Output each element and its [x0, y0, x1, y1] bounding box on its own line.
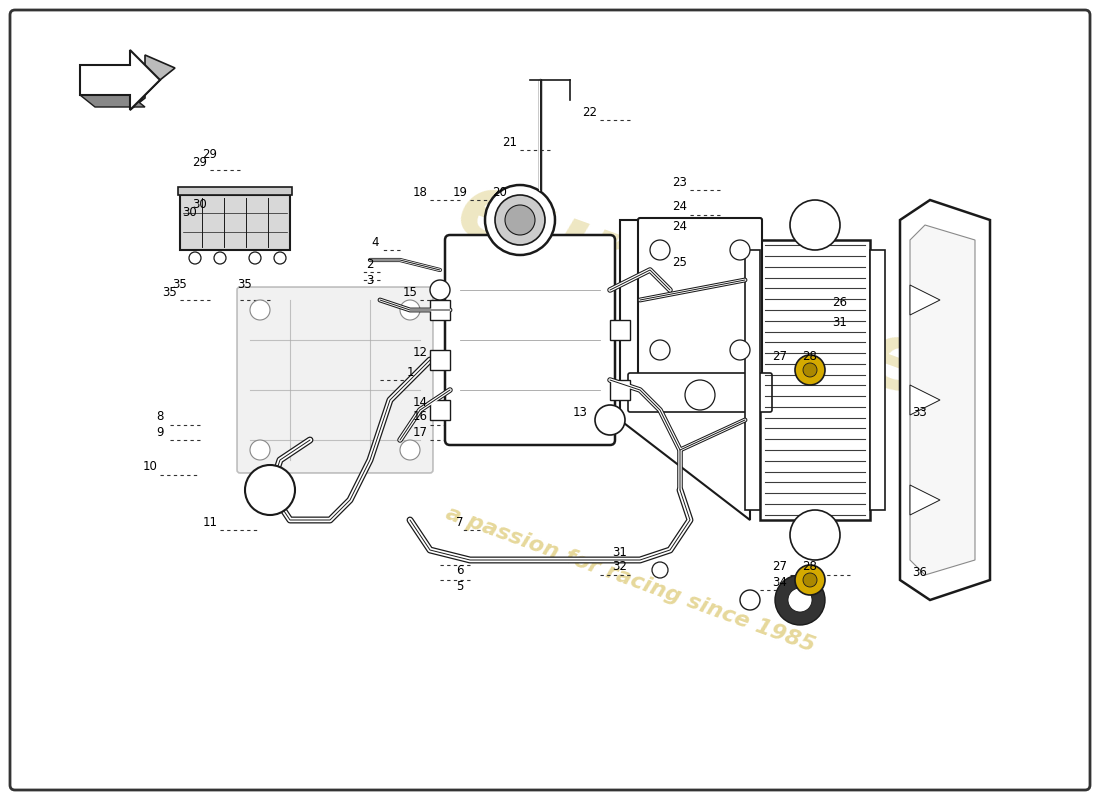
- Text: 3: 3: [366, 274, 374, 286]
- Circle shape: [430, 280, 450, 300]
- FancyBboxPatch shape: [638, 218, 762, 382]
- Text: 23: 23: [672, 175, 688, 189]
- Text: 1: 1: [406, 366, 414, 378]
- Polygon shape: [910, 485, 940, 515]
- Text: 12: 12: [412, 346, 428, 358]
- Circle shape: [740, 590, 760, 610]
- Text: 36: 36: [913, 566, 927, 578]
- Circle shape: [790, 510, 840, 560]
- Circle shape: [685, 380, 715, 410]
- Circle shape: [652, 562, 668, 578]
- Circle shape: [803, 363, 817, 377]
- Circle shape: [189, 252, 201, 264]
- Text: 29: 29: [192, 155, 208, 169]
- Text: 31: 31: [833, 315, 847, 329]
- Text: 25: 25: [672, 255, 688, 269]
- Circle shape: [485, 185, 556, 255]
- Text: 17: 17: [412, 426, 428, 438]
- Circle shape: [776, 575, 825, 625]
- Text: 27: 27: [772, 561, 788, 574]
- FancyBboxPatch shape: [628, 373, 772, 412]
- Text: 35: 35: [163, 286, 177, 298]
- Polygon shape: [910, 225, 975, 575]
- Circle shape: [400, 300, 420, 320]
- Text: 9: 9: [156, 426, 164, 438]
- Circle shape: [730, 240, 750, 260]
- Bar: [430, 400, 450, 420]
- Text: 28: 28: [803, 561, 817, 574]
- Text: 10: 10: [143, 461, 157, 474]
- Text: 15: 15: [403, 286, 417, 298]
- Bar: [430, 350, 450, 370]
- Circle shape: [795, 355, 825, 385]
- Circle shape: [790, 200, 840, 250]
- Text: 13: 13: [573, 406, 587, 418]
- Text: 18: 18: [412, 186, 428, 198]
- Text: 8: 8: [156, 410, 164, 423]
- Circle shape: [245, 465, 295, 515]
- Polygon shape: [80, 50, 160, 110]
- Circle shape: [803, 573, 817, 587]
- Circle shape: [274, 252, 286, 264]
- Text: 30: 30: [192, 198, 208, 211]
- Circle shape: [505, 205, 535, 235]
- Circle shape: [249, 252, 261, 264]
- Polygon shape: [910, 285, 940, 315]
- Text: 7: 7: [456, 515, 464, 529]
- Text: 35: 35: [173, 278, 187, 291]
- Text: 11: 11: [202, 515, 218, 529]
- Circle shape: [650, 240, 670, 260]
- Text: 22: 22: [583, 106, 597, 118]
- Bar: [870, 250, 886, 510]
- Circle shape: [595, 405, 625, 435]
- Polygon shape: [130, 55, 175, 110]
- Circle shape: [650, 340, 670, 360]
- Text: 34: 34: [772, 575, 788, 589]
- Text: eurocopes: eurocopes: [446, 162, 996, 438]
- Polygon shape: [900, 200, 990, 600]
- Bar: [760, 240, 870, 520]
- FancyBboxPatch shape: [10, 10, 1090, 790]
- Circle shape: [400, 440, 420, 460]
- Text: 27: 27: [772, 350, 788, 363]
- Bar: [180, 195, 290, 250]
- Bar: [610, 380, 630, 400]
- FancyBboxPatch shape: [236, 287, 433, 473]
- Text: 24: 24: [672, 221, 688, 234]
- Text: 21: 21: [503, 135, 517, 149]
- Text: 32: 32: [613, 561, 627, 574]
- Text: 2: 2: [366, 258, 374, 271]
- Text: 30: 30: [183, 206, 197, 218]
- Polygon shape: [620, 220, 750, 520]
- Text: 28: 28: [803, 350, 817, 363]
- Text: 6: 6: [456, 563, 464, 577]
- Text: 4: 4: [372, 235, 378, 249]
- FancyBboxPatch shape: [446, 235, 615, 445]
- Text: 16: 16: [412, 410, 428, 423]
- Circle shape: [250, 300, 270, 320]
- Bar: [178, 187, 292, 195]
- Bar: [745, 250, 760, 510]
- Text: 29: 29: [202, 149, 218, 162]
- Text: a passion for racing since 1985: a passion for racing since 1985: [442, 504, 817, 656]
- Polygon shape: [910, 385, 940, 415]
- Text: 5: 5: [456, 581, 464, 594]
- Text: 31: 31: [613, 546, 627, 558]
- Text: 33: 33: [913, 406, 927, 418]
- Circle shape: [214, 252, 225, 264]
- Text: 26: 26: [833, 295, 847, 309]
- Circle shape: [495, 195, 544, 245]
- Circle shape: [788, 588, 812, 612]
- Bar: [610, 320, 630, 340]
- Text: 20: 20: [493, 186, 507, 198]
- Polygon shape: [80, 95, 145, 107]
- Text: 14: 14: [412, 395, 428, 409]
- Circle shape: [730, 340, 750, 360]
- Circle shape: [250, 440, 270, 460]
- Circle shape: [795, 565, 825, 595]
- Bar: [430, 300, 450, 320]
- Text: 35: 35: [238, 278, 252, 291]
- Text: 24: 24: [672, 201, 688, 214]
- Text: 19: 19: [452, 186, 468, 198]
